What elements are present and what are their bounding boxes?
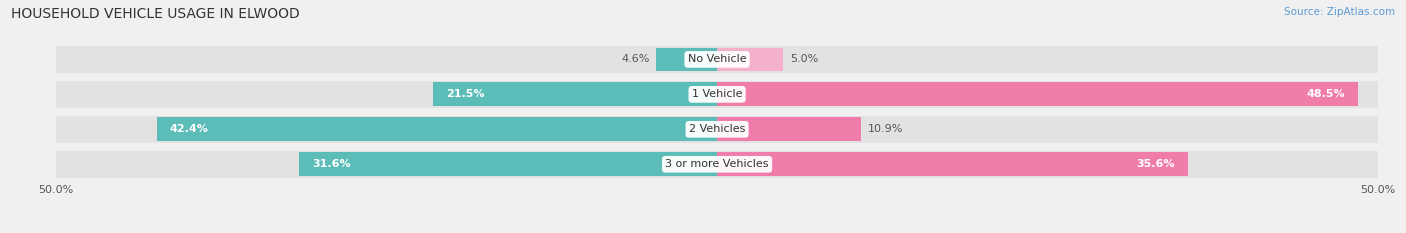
Text: 2 Vehicles: 2 Vehicles — [689, 124, 745, 134]
Text: 3 or more Vehicles: 3 or more Vehicles — [665, 159, 769, 169]
Text: 42.4%: 42.4% — [170, 124, 208, 134]
Bar — [717, 82, 1358, 106]
Text: 1 Vehicle: 1 Vehicle — [692, 89, 742, 99]
Bar — [717, 117, 860, 141]
Text: Source: ZipAtlas.com: Source: ZipAtlas.com — [1284, 7, 1395, 17]
Text: 48.5%: 48.5% — [1306, 89, 1344, 99]
Bar — [56, 151, 1378, 178]
Text: 35.6%: 35.6% — [1136, 159, 1174, 169]
Bar — [56, 116, 1378, 143]
Bar — [156, 117, 717, 141]
Bar — [299, 152, 717, 176]
Text: 5.0%: 5.0% — [790, 55, 818, 64]
Text: No Vehicle: No Vehicle — [688, 55, 747, 64]
Bar — [717, 48, 783, 71]
Text: HOUSEHOLD VEHICLE USAGE IN ELWOOD: HOUSEHOLD VEHICLE USAGE IN ELWOOD — [11, 7, 299, 21]
Bar — [433, 82, 717, 106]
Bar — [56, 81, 1378, 108]
Bar — [717, 152, 1188, 176]
Bar — [657, 48, 717, 71]
Text: 31.6%: 31.6% — [312, 159, 352, 169]
Text: 10.9%: 10.9% — [868, 124, 903, 134]
Text: 4.6%: 4.6% — [621, 55, 650, 64]
Bar — [56, 46, 1378, 73]
Text: 21.5%: 21.5% — [446, 89, 485, 99]
